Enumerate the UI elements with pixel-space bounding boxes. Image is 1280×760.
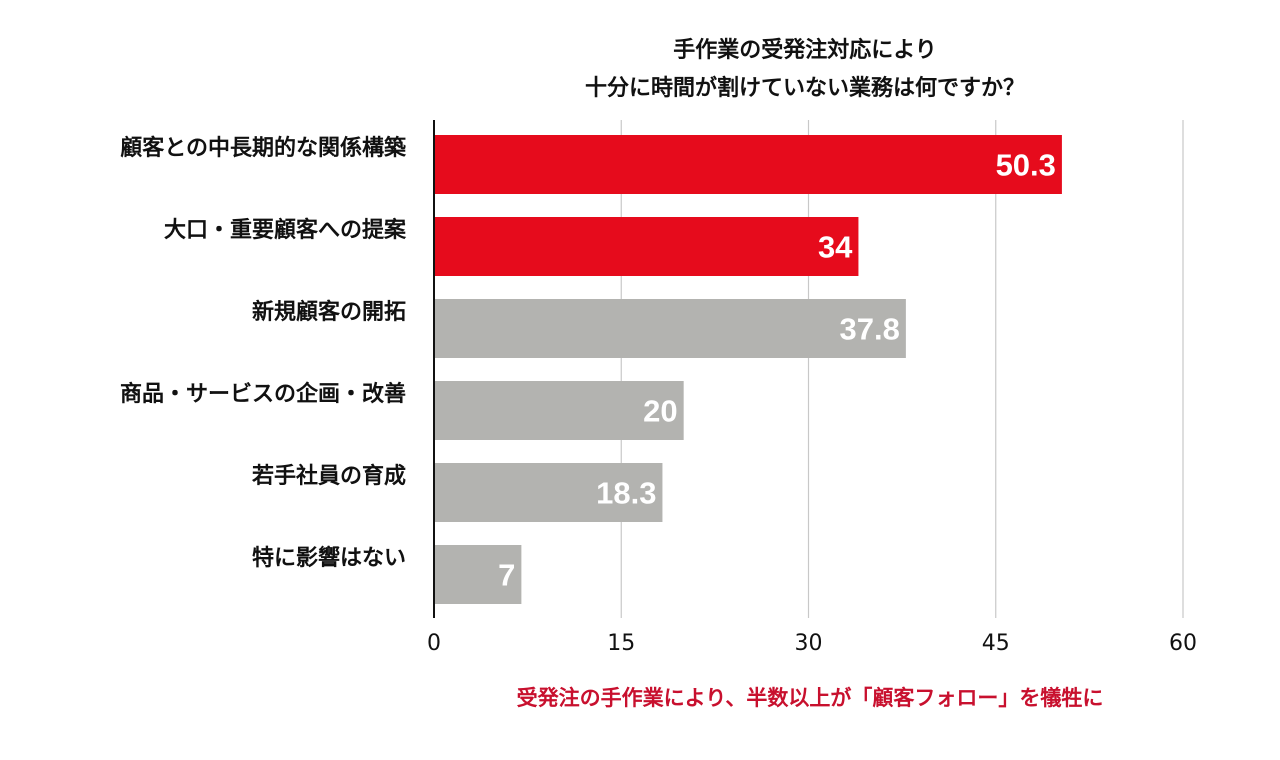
category-label-2: 大口・重要顧客への提案 [164, 217, 407, 243]
chart-title-line-1: 手作業の受発注対応により [673, 38, 937, 63]
x-tick-label-0: 0 [427, 631, 441, 656]
bar-3 [434, 299, 906, 358]
bar-value-label-6: 7 [498, 558, 515, 593]
bar-value-label-1: 50.3 [996, 148, 1056, 183]
category-label-6: 特に影響はない [252, 545, 406, 571]
bar-1 [434, 135, 1062, 194]
category-label-1: 顧客との中長期的な関係構築 [120, 135, 407, 161]
chart-caption: 受発注の手作業により、半数以上が「顧客フォロー」を犠牲に [516, 686, 1104, 710]
x-tick-label-45: 45 [982, 631, 1010, 656]
bar-value-label-3: 37.8 [840, 312, 900, 347]
x-tick-label-15: 15 [607, 631, 635, 656]
category-label-3: 新規顧客の開拓 [252, 299, 406, 325]
bar-6 [434, 545, 522, 604]
bar-value-label-2: 34 [818, 230, 853, 265]
category-label-4: 商品・サービスの企画・改善 [120, 381, 406, 407]
bar-2 [434, 217, 859, 276]
x-tick-label-60: 60 [1169, 631, 1197, 656]
x-tick-label-30: 30 [795, 631, 823, 656]
bar-value-label-4: 20 [643, 394, 677, 429]
bar-value-label-5: 18.3 [596, 476, 656, 511]
chart-title-line-2: 十分に時間が割けていない業務は何ですか？ [584, 76, 1025, 101]
bar-4 [434, 381, 684, 440]
category-label-5: 若手社員の育成 [252, 463, 406, 489]
bar-5 [434, 463, 663, 522]
